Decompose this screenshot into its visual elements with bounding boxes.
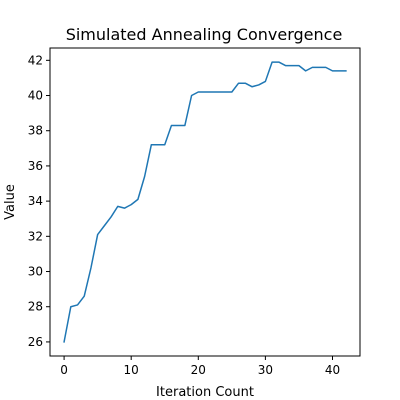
x-tick-label: 40 — [325, 363, 340, 377]
x-tick-label: 30 — [258, 363, 273, 377]
x-tick-label: 20 — [191, 363, 206, 377]
line-layer — [63, 61, 347, 343]
x-tick-label: 0 — [60, 363, 68, 377]
y-tick-label: 32 — [28, 229, 43, 243]
x-axis: 0 10 20 30 40 — [60, 356, 340, 377]
y-axis: 26 28 30 32 34 36 38 40 42 — [28, 53, 50, 349]
y-axis-label: Value — [3, 184, 18, 220]
y-tick-label: 42 — [28, 53, 43, 67]
y-tick-label: 34 — [28, 194, 43, 208]
axes-frame — [49, 47, 361, 357]
series-line-0 — [63, 61, 347, 343]
plot-area — [49, 47, 361, 357]
x-tick-label: 10 — [124, 363, 139, 377]
chart-title: Simulated Annealing Convergence — [66, 25, 343, 44]
plot-background — [50, 48, 360, 356]
y-tick-label: 38 — [28, 124, 43, 138]
x-axis-label: Iteration Count — [156, 385, 254, 400]
y-tick-label: 36 — [28, 159, 43, 173]
y-tick-label: 26 — [28, 335, 43, 349]
y-tick-label: 30 — [28, 265, 43, 279]
y-tick-label: 28 — [28, 300, 43, 314]
y-tick-label: 40 — [28, 89, 43, 103]
